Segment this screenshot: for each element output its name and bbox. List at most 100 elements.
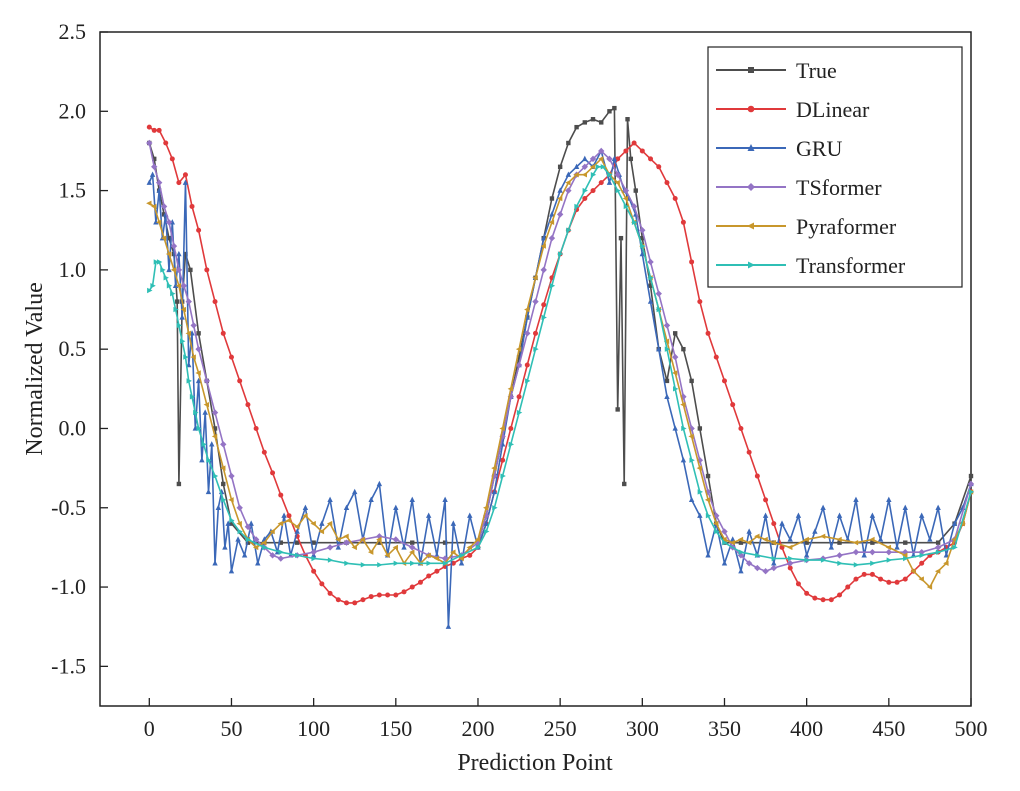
x-tick-label: 300	[626, 716, 659, 741]
data-point-pyraformer	[160, 235, 167, 241]
data-point-dlinear	[261, 449, 267, 455]
data-point-transformer	[508, 441, 515, 448]
x-tick-label: 250	[544, 716, 577, 741]
data-point-tsformer	[515, 361, 523, 369]
data-point-true	[574, 124, 579, 130]
data-point-transformer	[295, 552, 301, 559]
data-point-transformer	[179, 338, 186, 344]
data-point-gru	[393, 504, 399, 510]
data-point-transformer	[590, 172, 597, 178]
data-point-pyraformer	[852, 539, 859, 546]
data-point-pyraformer	[326, 520, 333, 527]
data-point-gru	[730, 536, 736, 542]
data-point-tsformer	[269, 552, 276, 559]
data-point-pyraformer	[269, 528, 275, 535]
data-point-dlinear	[253, 425, 259, 431]
data-point-dlinear	[631, 140, 637, 146]
data-point-true	[738, 540, 744, 545]
data-point-tsformer	[409, 544, 416, 551]
data-point-dlinear	[196, 227, 202, 233]
data-point-tsformer	[754, 564, 761, 572]
data-point-true	[689, 378, 694, 384]
data-point-tsformer	[190, 322, 197, 329]
data-point-dlinear	[845, 584, 851, 590]
data-point-gru	[927, 536, 933, 542]
data-point-true	[705, 473, 711, 479]
data-point-transformer	[163, 275, 169, 281]
data-point-dlinear	[516, 394, 522, 400]
data-point-pyraformer	[351, 544, 357, 551]
data-point-pyraformer	[532, 275, 538, 281]
data-point-tsformer	[146, 139, 153, 147]
data-point-tsformer	[852, 548, 860, 556]
data-point-true	[903, 540, 908, 545]
data-point-pyraformer	[934, 568, 941, 574]
data-point-transformer	[788, 555, 794, 562]
data-point-dlinear	[368, 594, 374, 600]
data-point-pyraformer	[729, 539, 735, 546]
data-point-dlinear	[689, 259, 695, 265]
legend-item-gru: GRU	[716, 136, 843, 161]
data-point-gru	[205, 488, 212, 495]
data-point-gru	[877, 536, 884, 542]
data-point-gru	[343, 504, 350, 510]
data-point-dlinear	[787, 565, 793, 571]
data-point-gru	[779, 520, 785, 526]
data-point-transformer	[483, 528, 490, 535]
data-point-gru	[573, 163, 580, 169]
data-point-true	[557, 164, 563, 169]
data-point-dlinear	[508, 425, 514, 431]
data-point-tsformer	[885, 548, 893, 556]
data-point-transformer	[176, 322, 183, 329]
data-point-pyraformer	[155, 219, 162, 226]
data-point-gru	[639, 250, 646, 257]
data-point-dlinear	[189, 203, 195, 209]
data-point-dlinear	[360, 597, 366, 603]
data-point-transformer	[541, 314, 547, 321]
data-point-true	[161, 212, 167, 217]
data-point-transformer	[886, 557, 893, 563]
data-point-gru	[549, 211, 555, 217]
data-point-dlinear	[335, 597, 341, 603]
data-point-transformer	[870, 560, 876, 566]
legend-swatch-marker	[748, 261, 755, 269]
data-point-tsformer	[326, 544, 334, 551]
data-point-dlinear	[812, 595, 818, 601]
data-point-dlinear	[270, 470, 276, 476]
data-point-tsformer	[185, 298, 192, 305]
data-point-pyraformer	[165, 251, 172, 257]
data-point-transformer	[755, 552, 761, 559]
data-point-dlinear	[623, 148, 629, 154]
legend-item-true: True	[716, 58, 837, 83]
data-point-transformer	[150, 283, 156, 289]
data-point-pyraformer	[376, 536, 382, 543]
data-point-tsformer	[614, 171, 621, 178]
data-point-true	[633, 188, 638, 193]
data-point-dlinear	[713, 354, 719, 360]
data-point-gru	[352, 488, 358, 495]
data-point-true	[968, 473, 974, 479]
data-point-pyraformer	[540, 243, 546, 249]
data-point-gru	[241, 552, 248, 558]
data-point-pyraformer	[803, 536, 809, 543]
data-point-transformer	[607, 172, 613, 178]
data-point-gru	[894, 544, 900, 550]
data-point-dlinear	[286, 513, 292, 519]
data-point-dlinear	[771, 521, 777, 527]
data-point-pyraformer	[151, 203, 157, 210]
data-point-dlinear	[656, 164, 662, 170]
data-point-transformer	[360, 562, 367, 568]
data-point-gru	[771, 560, 777, 566]
data-point-dlinear	[837, 592, 843, 598]
data-point-pyraformer	[180, 306, 187, 313]
data-point-transformer	[714, 528, 720, 535]
data-point-tsformer	[565, 187, 572, 194]
legend-swatch-marker	[748, 67, 754, 73]
data-point-true	[607, 109, 612, 114]
data-point-transformer	[311, 555, 317, 562]
data-point-gru	[335, 544, 341, 550]
data-point-pyraformer	[277, 520, 283, 527]
legend-swatch-marker	[747, 183, 755, 191]
data-point-transformer	[533, 346, 539, 352]
data-point-pyraformer	[236, 520, 242, 527]
